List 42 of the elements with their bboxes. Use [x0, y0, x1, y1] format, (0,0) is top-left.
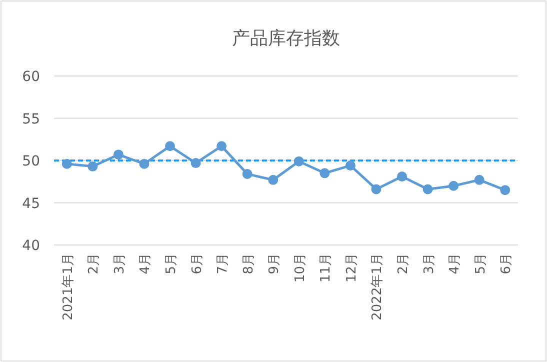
point — [216, 141, 227, 152]
x-tick-label: 5月 — [473, 253, 488, 274]
x-tick-label: 10月 — [292, 253, 308, 283]
point — [371, 184, 382, 194]
x-tick-label: 5月 — [164, 253, 179, 274]
x-tick-label: 8月 — [241, 253, 256, 274]
x-tick-label: 11月 — [318, 253, 334, 283]
point — [294, 156, 304, 166]
point — [448, 180, 459, 191]
x-tick-label: 12月 — [344, 253, 360, 283]
point — [113, 150, 124, 160]
x-tick-label: 4月 — [138, 253, 154, 274]
y-tick-label: 55 — [22, 111, 40, 128]
x-tick-label: 2月 — [86, 253, 102, 274]
x-tick-label: 3月 — [422, 253, 437, 274]
y-tick-label: 40 — [22, 238, 40, 254]
point — [268, 174, 278, 185]
y-tick-label: 60 — [22, 69, 40, 85]
x-tick-label: 7月 — [216, 253, 231, 274]
x-tick-label: 9月 — [267, 253, 282, 274]
point — [345, 160, 356, 171]
point — [139, 158, 150, 169]
x-tick-label: 2021年1月 — [60, 253, 76, 320]
x-tick-label: 4月 — [448, 253, 463, 274]
x-tick-label: 6月 — [190, 253, 205, 274]
x-tick-label: 2月 — [396, 253, 411, 274]
point — [500, 185, 510, 196]
x-tick-label: 2022年1月 — [370, 253, 386, 320]
y-tick-label: 50 — [22, 154, 40, 170]
chart-title: 产品库存指数 — [232, 28, 340, 49]
y-tick-label: 45 — [22, 196, 40, 212]
point — [62, 158, 72, 169]
point — [397, 172, 407, 182]
point — [320, 168, 330, 178]
point — [190, 158, 201, 168]
point — [422, 184, 433, 194]
point — [165, 141, 175, 152]
point — [88, 161, 98, 172]
point — [474, 174, 484, 185]
x-tick-label: 3月 — [112, 253, 128, 274]
x-tick-label: 6月 — [499, 253, 514, 274]
point — [242, 169, 252, 180]
